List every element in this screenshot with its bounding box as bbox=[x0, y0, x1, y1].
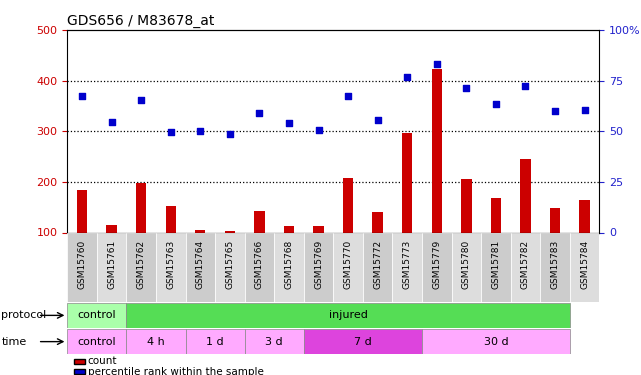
Bar bbox=[491, 198, 501, 232]
Bar bbox=[245, 232, 274, 302]
Point bbox=[106, 119, 117, 125]
Bar bbox=[136, 183, 146, 232]
Point bbox=[431, 62, 442, 68]
Text: GSM15765: GSM15765 bbox=[226, 240, 235, 289]
Bar bbox=[156, 232, 185, 302]
Bar bbox=[550, 208, 560, 232]
Text: control: control bbox=[78, 337, 116, 346]
Text: GSM15764: GSM15764 bbox=[196, 240, 205, 289]
Bar bbox=[402, 133, 412, 232]
Text: control: control bbox=[78, 310, 116, 320]
Point bbox=[402, 74, 412, 80]
Text: GSM15760: GSM15760 bbox=[78, 240, 87, 289]
Point bbox=[284, 120, 294, 126]
Bar bbox=[126, 329, 185, 354]
Bar bbox=[422, 232, 451, 302]
Text: GSM15770: GSM15770 bbox=[344, 240, 353, 289]
Text: 1 d: 1 d bbox=[206, 337, 224, 346]
Bar bbox=[195, 230, 206, 232]
Bar bbox=[67, 329, 126, 354]
Text: count: count bbox=[88, 356, 117, 366]
Text: 30 d: 30 d bbox=[483, 337, 508, 346]
Point bbox=[225, 131, 235, 137]
Text: GSM15768: GSM15768 bbox=[285, 240, 294, 289]
Text: GSM15783: GSM15783 bbox=[551, 240, 560, 289]
Point bbox=[372, 117, 383, 123]
Point bbox=[491, 101, 501, 107]
Bar bbox=[97, 232, 126, 302]
Point bbox=[196, 128, 206, 134]
Point bbox=[165, 129, 176, 135]
Bar bbox=[363, 232, 392, 302]
Bar bbox=[422, 329, 570, 354]
Text: 3 d: 3 d bbox=[265, 337, 283, 346]
Text: GSM15784: GSM15784 bbox=[580, 240, 589, 289]
Text: GDS656 / M83678_at: GDS656 / M83678_at bbox=[67, 13, 215, 28]
Text: GSM15779: GSM15779 bbox=[432, 240, 441, 289]
Text: GSM15766: GSM15766 bbox=[255, 240, 264, 289]
Text: GSM15772: GSM15772 bbox=[373, 240, 382, 289]
Text: 7 d: 7 d bbox=[354, 337, 372, 346]
Bar bbox=[313, 226, 324, 232]
Text: time: time bbox=[1, 337, 26, 346]
Bar bbox=[274, 232, 304, 302]
Bar bbox=[431, 69, 442, 232]
Bar bbox=[570, 232, 599, 302]
Bar bbox=[511, 232, 540, 302]
Point bbox=[136, 97, 146, 103]
Text: GSM15773: GSM15773 bbox=[403, 240, 412, 289]
Point bbox=[343, 93, 353, 99]
Bar bbox=[254, 211, 265, 232]
Bar bbox=[185, 329, 245, 354]
Text: 4 h: 4 h bbox=[147, 337, 165, 346]
Text: GSM15762: GSM15762 bbox=[137, 240, 146, 289]
Bar bbox=[304, 329, 422, 354]
Bar bbox=[520, 159, 531, 232]
Bar bbox=[461, 179, 472, 232]
Text: GSM15769: GSM15769 bbox=[314, 240, 323, 289]
Text: injured: injured bbox=[329, 310, 367, 320]
Bar bbox=[67, 232, 97, 302]
Text: protocol: protocol bbox=[1, 310, 47, 320]
Text: GSM15781: GSM15781 bbox=[492, 240, 501, 289]
Bar bbox=[343, 178, 353, 232]
Point bbox=[254, 110, 265, 116]
Bar bbox=[215, 232, 245, 302]
Text: GSM15761: GSM15761 bbox=[107, 240, 116, 289]
Bar bbox=[67, 303, 126, 328]
Bar bbox=[165, 206, 176, 232]
Point bbox=[579, 107, 590, 113]
Bar bbox=[392, 232, 422, 302]
Bar bbox=[77, 190, 87, 232]
Bar bbox=[579, 200, 590, 232]
Bar bbox=[126, 303, 570, 328]
Text: GSM15763: GSM15763 bbox=[166, 240, 175, 289]
Text: GSM15780: GSM15780 bbox=[462, 240, 471, 289]
Bar bbox=[540, 232, 570, 302]
Bar bbox=[451, 232, 481, 302]
Bar bbox=[126, 232, 156, 302]
Bar bbox=[185, 232, 215, 302]
Bar bbox=[245, 329, 304, 354]
Bar bbox=[106, 225, 117, 232]
Point bbox=[520, 83, 531, 89]
Text: GSM15782: GSM15782 bbox=[521, 240, 530, 289]
Point bbox=[313, 127, 324, 133]
Point bbox=[77, 93, 87, 99]
Bar bbox=[372, 212, 383, 232]
Bar bbox=[481, 232, 511, 302]
Bar bbox=[225, 231, 235, 232]
Text: percentile rank within the sample: percentile rank within the sample bbox=[88, 367, 263, 375]
Point bbox=[462, 85, 472, 91]
Bar bbox=[304, 232, 333, 302]
Point bbox=[550, 108, 560, 114]
Bar bbox=[284, 226, 294, 232]
Bar bbox=[333, 232, 363, 302]
